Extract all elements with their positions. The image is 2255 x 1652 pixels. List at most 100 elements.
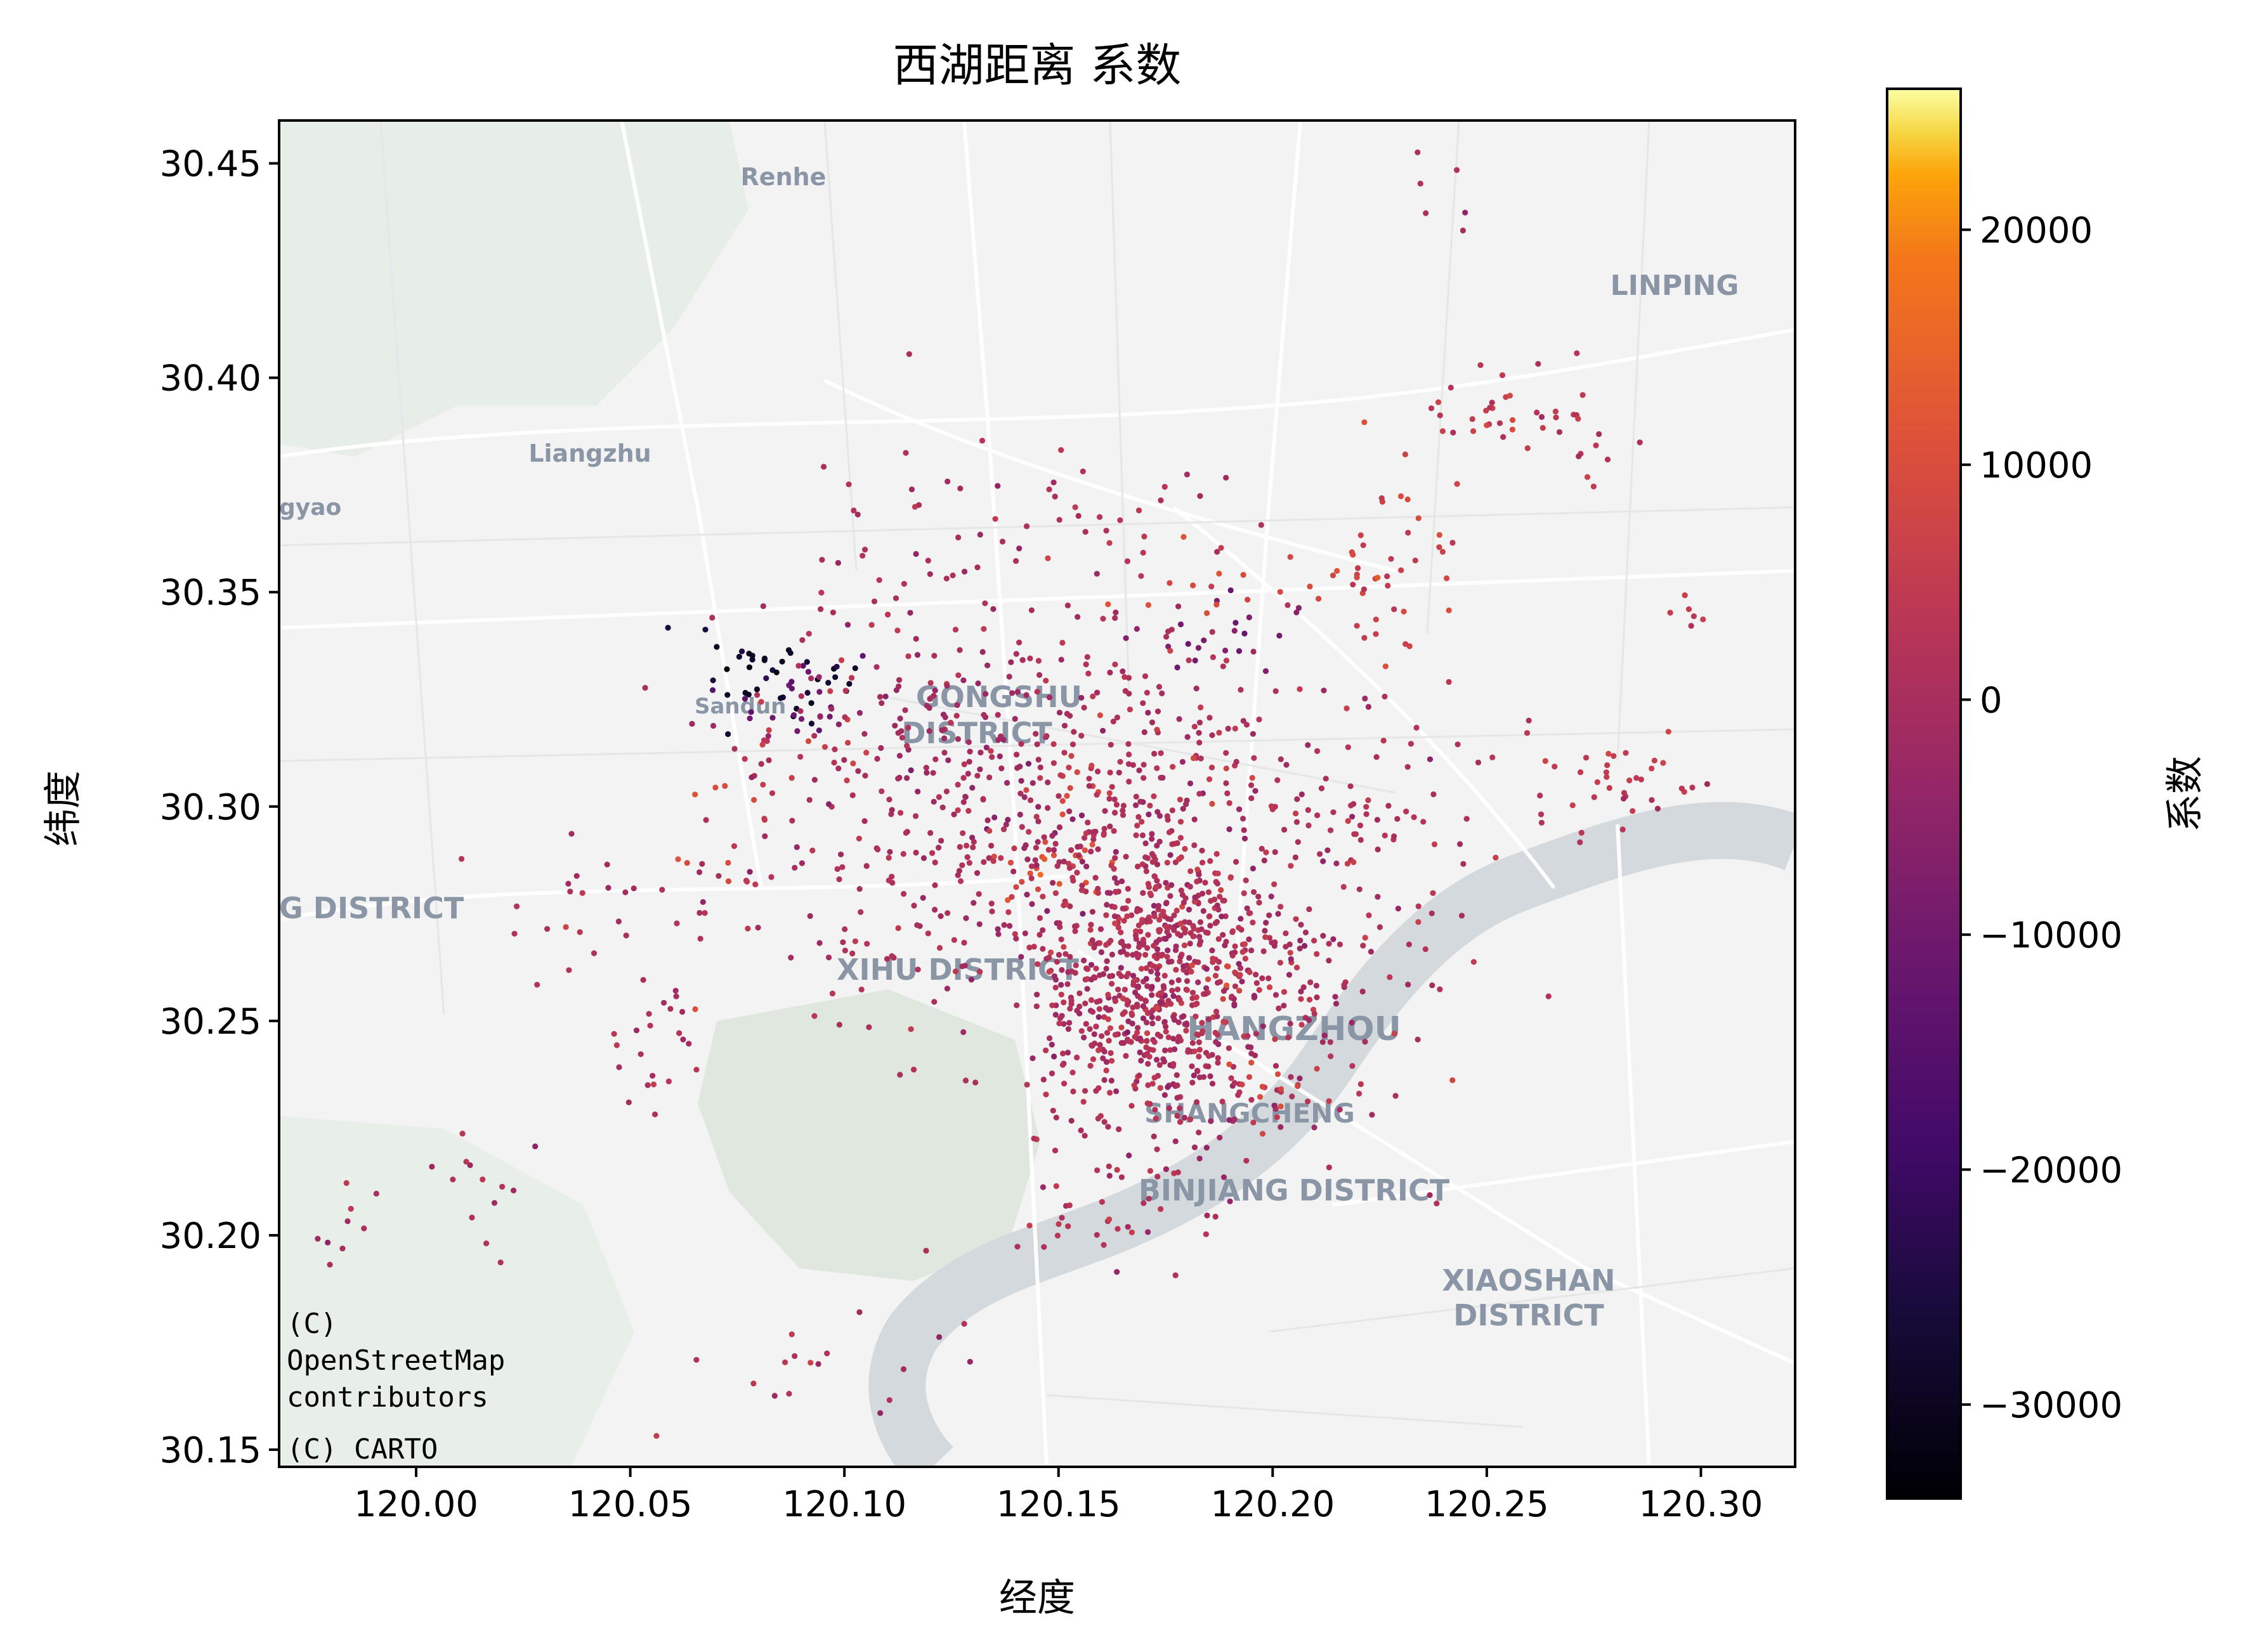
scatter-point	[653, 1433, 660, 1439]
scatter-point	[1287, 949, 1293, 956]
scatter-point	[1037, 871, 1043, 878]
scatter-point	[1382, 663, 1389, 670]
scatter-point	[1415, 919, 1422, 925]
scatter-point	[1168, 979, 1175, 985]
scatter-point	[1240, 816, 1246, 822]
scatter-point	[1302, 929, 1309, 935]
scatter-point	[1154, 1031, 1161, 1037]
scatter-point	[1056, 920, 1062, 927]
scatter-point	[1135, 1025, 1141, 1031]
scatter-point	[1220, 897, 1226, 904]
scatter-point	[1144, 945, 1151, 951]
scatter-point	[1088, 961, 1095, 968]
scatter-point	[965, 739, 972, 745]
scatter-point	[863, 862, 870, 869]
scatter-point	[855, 768, 861, 774]
scatter-point	[1170, 1013, 1177, 1020]
scatter-point	[1111, 875, 1118, 881]
scatter-point	[1509, 426, 1515, 433]
scatter-point	[348, 1206, 354, 1212]
scatter-point	[1223, 474, 1229, 481]
scatter-point	[1088, 762, 1095, 769]
scatter-point	[787, 650, 794, 656]
scatter-point	[1175, 1019, 1182, 1025]
scatter-point	[1362, 695, 1368, 702]
scatter-point	[1184, 978, 1191, 984]
scatter-point	[1178, 887, 1184, 894]
scatter-point	[967, 748, 973, 755]
scatter-point	[1110, 719, 1116, 725]
scatter-point	[1140, 937, 1146, 943]
scatter-point	[835, 765, 842, 772]
scatter-point	[960, 677, 967, 684]
scatter-point	[1487, 405, 1493, 411]
scatter-point	[1167, 852, 1173, 858]
scatter-point	[1250, 1119, 1257, 1126]
scatter-point	[832, 674, 839, 680]
scatter-point	[1350, 859, 1357, 866]
scatter-point	[1028, 797, 1034, 803]
scatter-point	[1246, 936, 1252, 942]
scatter-point	[977, 766, 983, 772]
scatter-point	[789, 817, 795, 824]
scatter-point	[1638, 776, 1644, 783]
scatter-point	[1089, 842, 1095, 848]
scatter-point	[959, 963, 965, 970]
scatter-point	[1191, 1072, 1197, 1079]
scatter-point	[991, 854, 997, 860]
scatter-point	[983, 691, 989, 697]
scatter-point	[1232, 983, 1238, 989]
scatter-point	[1076, 990, 1083, 996]
scatter-point	[1054, 863, 1061, 869]
scatter-point	[1283, 930, 1289, 937]
scatter-point	[1094, 999, 1100, 1005]
scatter-point	[1040, 894, 1046, 900]
scatter-point	[761, 737, 768, 743]
scatter-point	[1196, 1039, 1202, 1046]
scatter-point	[1131, 1082, 1137, 1088]
scatter-point	[846, 680, 853, 687]
scatter-point	[459, 855, 465, 862]
scatter-point	[819, 557, 825, 563]
basemap-park	[698, 989, 1040, 1281]
scatter-point	[1212, 1213, 1219, 1220]
scatter-point	[1045, 847, 1052, 853]
scatter-point	[1189, 1040, 1196, 1046]
scatter-point	[1101, 1119, 1108, 1125]
scatter-point	[1034, 741, 1040, 748]
scatter-point	[1052, 1011, 1059, 1018]
scatter-point	[1007, 859, 1014, 866]
scatter-point	[1623, 750, 1629, 756]
scatter-point	[1249, 775, 1255, 781]
scatter-point	[1079, 882, 1085, 888]
scatter-point	[821, 464, 827, 470]
scatter-point	[1237, 972, 1243, 978]
scatter-point	[904, 775, 910, 781]
scatter-point	[831, 759, 837, 766]
scatter-point	[990, 858, 997, 864]
scatter-point	[1137, 1035, 1143, 1041]
scatter-point	[1130, 973, 1137, 979]
scatter-point	[816, 727, 822, 734]
scatter-point	[1058, 982, 1064, 988]
scatter-point	[828, 706, 835, 712]
scatter-point	[1174, 1095, 1180, 1101]
scatter-point	[808, 675, 814, 682]
scatter-point	[995, 931, 1002, 937]
scatter-point	[1289, 1093, 1295, 1100]
scatter-point	[534, 982, 540, 988]
scatter-point	[1253, 1031, 1259, 1037]
scatter-point	[1575, 415, 1581, 422]
scatter-point	[1052, 1147, 1059, 1154]
scatter-point	[1207, 923, 1213, 929]
scatter-point	[920, 895, 926, 901]
scatter-point	[1086, 776, 1092, 782]
scatter-point	[1115, 925, 1121, 931]
scatter-point	[995, 926, 1001, 932]
scatter-point	[684, 860, 690, 866]
scatter-point	[1135, 863, 1141, 869]
scatter-point	[1137, 995, 1144, 1001]
scatter-point	[818, 606, 824, 613]
scatter-point	[1196, 791, 1203, 797]
scatter-point	[1196, 1046, 1203, 1053]
